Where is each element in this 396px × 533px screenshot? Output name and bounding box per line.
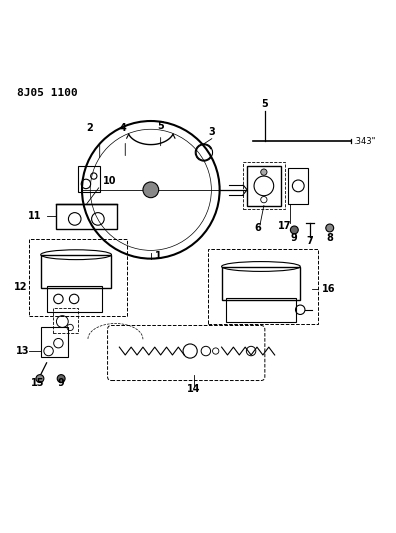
Text: 13: 13 — [16, 346, 30, 356]
Circle shape — [290, 226, 298, 234]
Bar — [222, 266, 300, 300]
Bar — [208, 249, 318, 324]
Text: .343": .343" — [353, 137, 376, 146]
Bar — [57, 204, 117, 229]
Text: 9: 9 — [58, 378, 65, 389]
Text: 7: 7 — [307, 236, 314, 246]
Text: 4: 4 — [120, 123, 127, 133]
Text: 14: 14 — [187, 384, 201, 393]
Text: 6: 6 — [255, 223, 261, 233]
Text: 10: 10 — [103, 176, 116, 186]
Bar — [29, 239, 127, 316]
Text: 2: 2 — [86, 123, 93, 133]
Text: 16: 16 — [322, 284, 335, 294]
Text: 9: 9 — [291, 233, 298, 243]
Bar — [247, 166, 281, 206]
Text: 8: 8 — [326, 233, 333, 243]
Text: 15: 15 — [31, 378, 45, 389]
Text: 5: 5 — [157, 121, 164, 131]
Text: 5: 5 — [261, 99, 268, 109]
Circle shape — [143, 182, 159, 198]
Circle shape — [261, 169, 267, 175]
Bar — [41, 327, 68, 357]
Text: 1: 1 — [155, 251, 162, 261]
Text: 3: 3 — [208, 127, 215, 137]
Text: 11: 11 — [28, 212, 42, 221]
Bar — [243, 162, 284, 209]
Text: 17: 17 — [278, 221, 291, 231]
Circle shape — [36, 375, 44, 383]
Circle shape — [326, 224, 334, 232]
Circle shape — [57, 375, 65, 383]
Bar — [41, 255, 112, 288]
Bar — [226, 298, 296, 321]
Text: 12: 12 — [14, 281, 28, 292]
Bar — [78, 166, 100, 192]
Bar — [47, 286, 102, 312]
Bar — [53, 308, 78, 333]
Text: 8J05 1100: 8J05 1100 — [17, 87, 78, 98]
Bar — [288, 168, 308, 204]
